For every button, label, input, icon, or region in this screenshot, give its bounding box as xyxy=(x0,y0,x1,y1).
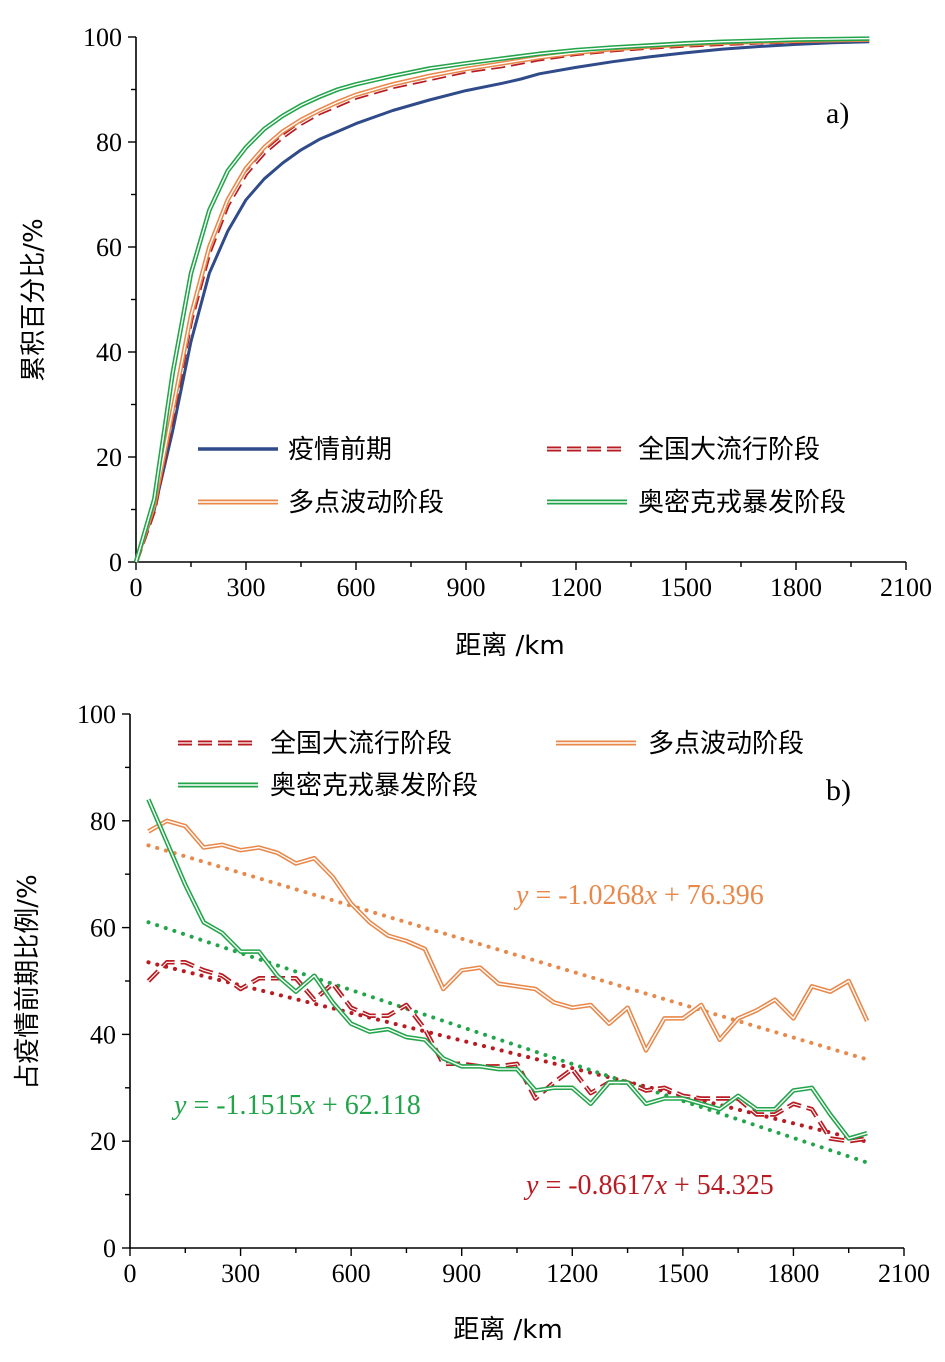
x-tick-label: 0 xyxy=(124,1259,137,1288)
y-tick-label: 0 xyxy=(109,548,122,577)
x-tick-label: 1500 xyxy=(657,1259,709,1288)
legend-a-label-3: 多点波动阶段 xyxy=(288,488,444,518)
trend-equation: y = -1.0268x + 76.396 xyxy=(513,880,764,911)
x-tick-label: 600 xyxy=(332,1259,371,1288)
x-tick-label: 1800 xyxy=(767,1259,819,1288)
trendline xyxy=(146,843,870,1062)
panel-b-ylabel: 占疫情前期比例/% xyxy=(13,874,43,1089)
x-tick-label: 600 xyxy=(337,573,376,602)
x-tick-label: 1200 xyxy=(550,573,602,602)
x-tick-label: 1800 xyxy=(770,573,822,602)
y-tick-label: 0 xyxy=(103,1234,116,1263)
panel-b-label: b) xyxy=(826,774,851,807)
x-tick-label: 1500 xyxy=(660,573,712,602)
series-a-2 xyxy=(133,37,870,563)
y-tick-label: 20 xyxy=(96,443,122,472)
legend-b-label-1: 全国大流行阶段 xyxy=(270,729,452,759)
series-b-3-inner xyxy=(147,799,868,1140)
series-b-1-inner xyxy=(148,961,868,1142)
panel-a-label: a) xyxy=(826,97,849,130)
panel-b: 占疫情前期比例/% 距离 /km b) 全国大流行阶段 多点波动阶段 奥密克戎暴… xyxy=(13,700,930,1345)
y-tick-label: 40 xyxy=(96,338,122,367)
legend-b-label-3: 奥密克戎暴发阶段 xyxy=(270,771,478,801)
y-tick-label: 100 xyxy=(83,23,122,52)
series-a-1 xyxy=(134,40,870,563)
legend-a-label-4: 奥密克戎暴发阶段 xyxy=(638,488,846,518)
x-tick-label: 300 xyxy=(227,573,266,602)
panel-b-xlabel: 距离 /km xyxy=(453,1315,562,1345)
series-a-4-inner xyxy=(135,37,870,563)
trendline xyxy=(146,960,870,1144)
series-a-3-inner xyxy=(135,38,870,563)
series-a-2-inner xyxy=(135,39,870,563)
y-tick-label: 100 xyxy=(77,700,116,729)
x-tick-label: 1200 xyxy=(546,1259,598,1288)
series-a-4 xyxy=(133,36,870,563)
legend-a-label-2: 全国大流行阶段 xyxy=(638,435,820,465)
y-tick-label: 20 xyxy=(90,1127,116,1156)
y-tick-label: 80 xyxy=(90,807,116,836)
series-a-3 xyxy=(133,37,870,563)
y-tick-label: 60 xyxy=(90,914,116,943)
panel-b-legend: 全国大流行阶段 多点波动阶段 奥密克戎暴发阶段 xyxy=(178,729,804,801)
legend-b-label-2: 多点波动阶段 xyxy=(648,729,804,759)
trend-equation: y = -1.1515x + 62.118 xyxy=(171,1090,421,1121)
x-tick-label: 2100 xyxy=(880,573,932,602)
panel-a-xlabel: 距离 /km xyxy=(455,631,564,661)
x-tick-label: 2100 xyxy=(878,1259,930,1288)
trendline xyxy=(146,920,870,1165)
y-tick-label: 80 xyxy=(96,128,122,157)
y-tick-label: 60 xyxy=(96,233,122,262)
series-b-2-inner xyxy=(148,820,868,1052)
series-b-2 xyxy=(147,818,870,1053)
x-tick-label: 900 xyxy=(447,573,486,602)
x-tick-label: 900 xyxy=(442,1259,481,1288)
y-tick-label: 40 xyxy=(90,1020,116,1049)
series-b-3 xyxy=(146,798,868,1141)
x-tick-label: 300 xyxy=(221,1259,260,1288)
panel-a-ylabel: 累积百分比/% xyxy=(19,218,49,381)
legend-a-label-1: 疫情前期 xyxy=(288,435,392,465)
trend-equation: y = -0.8617x + 54.325 xyxy=(523,1170,774,1201)
panel-a-legend: 疫情前期 全国大流行阶段 多点波动阶段 奥密克戎暴发阶段 xyxy=(198,435,846,518)
x-tick-label: 0 xyxy=(130,573,143,602)
panel-a: 累积百分比/% 距离 /km a) 疫情前期 全国大流行阶段 多点波动阶段 奥密… xyxy=(19,23,932,661)
